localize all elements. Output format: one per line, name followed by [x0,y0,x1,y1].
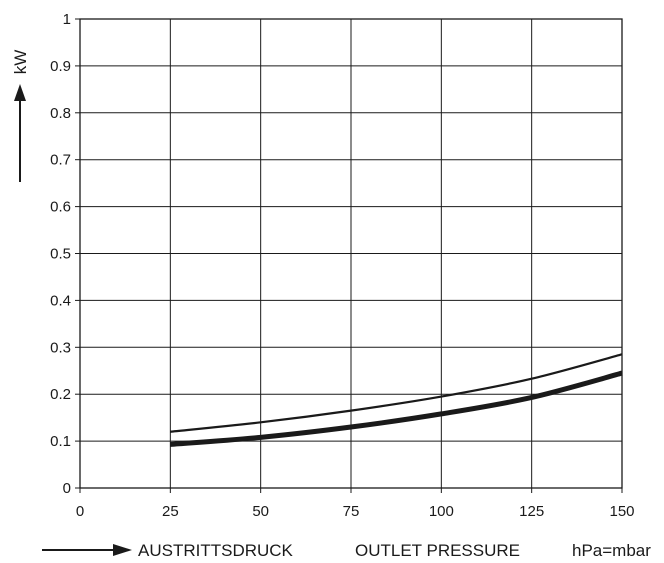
x-axis-label-de: AUSTRITTSDRUCK [138,541,294,560]
y-tick-label: 0.8 [50,105,71,122]
grid [75,18,623,493]
x-tick-label: 150 [609,503,634,520]
y-tick-label: 0.9 [50,58,71,75]
x-tick-label: 25 [162,503,179,520]
x-tick-label: 100 [429,503,454,520]
y-tick-label: 0.1 [50,433,71,450]
y-tick-label: 0 [63,480,71,497]
y-axis-label: kW [11,50,30,75]
series-line-thick [170,370,623,447]
y-tick-label: 0.5 [50,246,71,263]
x-tick-label: 0 [76,503,84,520]
x-tick-label: 50 [252,503,269,520]
x-axis-label-en: OUTLET PRESSURE [355,541,520,560]
y-tick-label: 0.4 [50,292,71,309]
x-axis-arrow-head [113,544,132,556]
series-line-thin [170,353,623,433]
y-tick-label: 0.3 [50,339,71,356]
plot-frame [79,18,623,489]
y-tick-label: 0.6 [50,199,71,216]
y-axis-arrow-head [14,84,26,101]
x-axis-title: AUSTRITTSDRUCK OUTLET PRESSURE hPa=mbar [42,541,651,560]
x-tick-label: 125 [519,503,544,520]
y-tick-label: 1 [63,11,71,28]
y-tick-label: 0.2 [50,386,71,403]
x-axis-unit: hPa=mbar [572,541,651,560]
y-axis-title: kW [11,50,30,182]
tick-labels: 0 25 50 75 100 125 150 0 0.1 0.2 0.3 0.4 0.5 0.6 0.7 0.… [50,11,634,520]
x-tick-label: 75 [343,503,360,520]
series-layer [170,353,623,447]
y-tick-label: 0.7 [50,152,71,169]
